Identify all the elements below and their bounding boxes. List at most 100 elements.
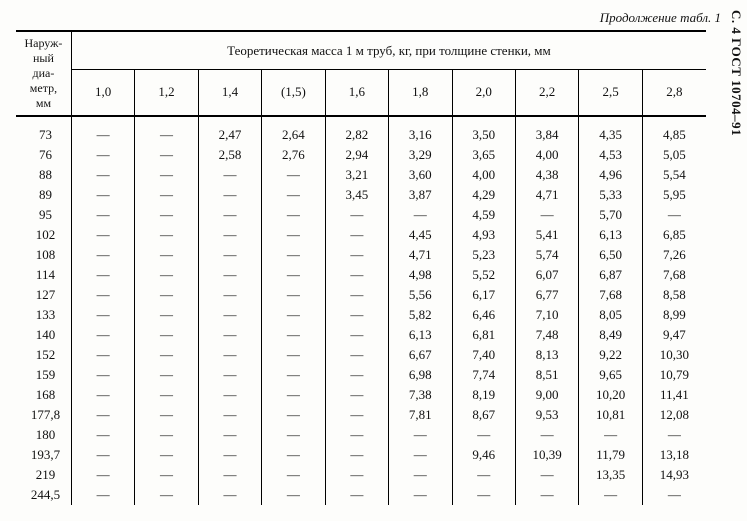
value-cell: 4,29: [452, 185, 515, 205]
value-cell: —: [198, 385, 261, 405]
diameter-cell: 95: [16, 205, 71, 225]
value-cell: 3,21: [325, 165, 388, 185]
value-cell: —: [198, 225, 261, 245]
value-cell: —: [71, 465, 134, 485]
value-cell: —: [389, 205, 452, 225]
value-cell: 5,56: [389, 285, 452, 305]
value-cell: 8,67: [452, 405, 515, 425]
value-cell: 11,79: [579, 445, 642, 465]
continuation-caption: Продолжение табл. 1: [16, 10, 721, 26]
diameter-cell: 73: [16, 116, 71, 145]
value-cell: —: [579, 425, 642, 445]
value-cell: 6,81: [452, 325, 515, 345]
value-cell: —: [642, 485, 706, 505]
value-cell: —: [71, 205, 134, 225]
value-cell: —: [71, 185, 134, 205]
row-header-label: Наруж-ныйдиа-метр,мм: [16, 31, 71, 116]
value-cell: 3,65: [452, 145, 515, 165]
value-cell: 4,00: [515, 145, 578, 165]
value-cell: —: [325, 265, 388, 285]
value-cell: —: [71, 325, 134, 345]
value-cell: —: [325, 445, 388, 465]
table-row: 140—————6,136,817,488,499,47: [16, 325, 706, 345]
column-headers-row: 1,01,21,4(1,5)1,61,82,02,22,52,8: [16, 69, 706, 116]
diameter-cell: 88: [16, 165, 71, 185]
value-cell: —: [262, 225, 325, 245]
value-cell: 9,47: [642, 325, 706, 345]
diameter-cell: 152: [16, 345, 71, 365]
value-cell: —: [71, 445, 134, 465]
value-cell: 4,45: [389, 225, 452, 245]
table-row: 219————————13,3514,93: [16, 465, 706, 485]
value-cell: 6,67: [389, 345, 452, 365]
table-row: 133—————5,826,467,108,058,99: [16, 305, 706, 325]
value-cell: —: [135, 405, 198, 425]
value-cell: 12,08: [642, 405, 706, 425]
value-cell: —: [71, 225, 134, 245]
value-cell: 4,93: [452, 225, 515, 245]
value-cell: 4,53: [579, 145, 642, 165]
value-cell: —: [135, 165, 198, 185]
table-row: 108—————4,715,235,746,507,26: [16, 245, 706, 265]
value-cell: 4,71: [389, 245, 452, 265]
value-cell: —: [262, 305, 325, 325]
value-cell: 5,70: [579, 205, 642, 225]
value-cell: 5,52: [452, 265, 515, 285]
table-body: 73——2,472,642,823,163,503,844,354,8576——…: [16, 116, 706, 505]
value-cell: 5,41: [515, 225, 578, 245]
diameter-cell: 127: [16, 285, 71, 305]
mass-table: Наруж-ныйдиа-метр,мм Теоретическая масса…: [16, 30, 706, 505]
value-cell: 2,58: [198, 145, 261, 165]
value-cell: 3,60: [389, 165, 452, 185]
value-cell: 8,58: [642, 285, 706, 305]
value-cell: 10,81: [579, 405, 642, 425]
table-row: 152—————6,677,408,139,2210,30: [16, 345, 706, 365]
value-cell: 4,35: [579, 116, 642, 145]
value-cell: —: [325, 305, 388, 325]
value-cell: 6,85: [642, 225, 706, 245]
value-cell: —: [262, 385, 325, 405]
value-cell: —: [325, 225, 388, 245]
caption-text: Продолжение табл. 1: [600, 10, 721, 25]
value-cell: 6,98: [389, 365, 452, 385]
value-cell: —: [198, 325, 261, 345]
diameter-cell: 102: [16, 225, 71, 245]
value-cell: —: [198, 445, 261, 465]
value-cell: —: [325, 425, 388, 445]
value-cell: —: [135, 185, 198, 205]
value-cell: —: [325, 345, 388, 365]
value-cell: 8,05: [579, 305, 642, 325]
value-cell: —: [262, 345, 325, 365]
value-cell: 9,53: [515, 405, 578, 425]
value-cell: 3,29: [389, 145, 452, 165]
value-cell: —: [452, 485, 515, 505]
col-header: 1,8: [389, 69, 452, 116]
value-cell: 3,16: [389, 116, 452, 145]
value-cell: 7,40: [452, 345, 515, 365]
value-cell: —: [325, 485, 388, 505]
col-header: 1,2: [135, 69, 198, 116]
value-cell: —: [325, 245, 388, 265]
value-cell: 14,93: [642, 465, 706, 485]
table-row: 76——2,582,762,943,293,654,004,535,05: [16, 145, 706, 165]
value-cell: —: [71, 116, 134, 145]
value-cell: —: [198, 205, 261, 225]
diameter-cell: 244,5: [16, 485, 71, 505]
value-cell: —: [262, 205, 325, 225]
col-header: 2,8: [642, 69, 706, 116]
value-cell: 4,85: [642, 116, 706, 145]
value-cell: 4,38: [515, 165, 578, 185]
value-cell: —: [515, 425, 578, 445]
value-cell: 10,30: [642, 345, 706, 365]
value-cell: —: [71, 485, 134, 505]
value-cell: —: [135, 245, 198, 265]
value-cell: 8,19: [452, 385, 515, 405]
value-cell: —: [135, 116, 198, 145]
value-cell: —: [325, 465, 388, 485]
value-cell: 5,23: [452, 245, 515, 265]
value-cell: 13,18: [642, 445, 706, 465]
table-row: 159—————6,987,748,519,6510,79: [16, 365, 706, 385]
value-cell: —: [135, 285, 198, 305]
value-cell: —: [642, 205, 706, 225]
value-cell: —: [71, 365, 134, 385]
